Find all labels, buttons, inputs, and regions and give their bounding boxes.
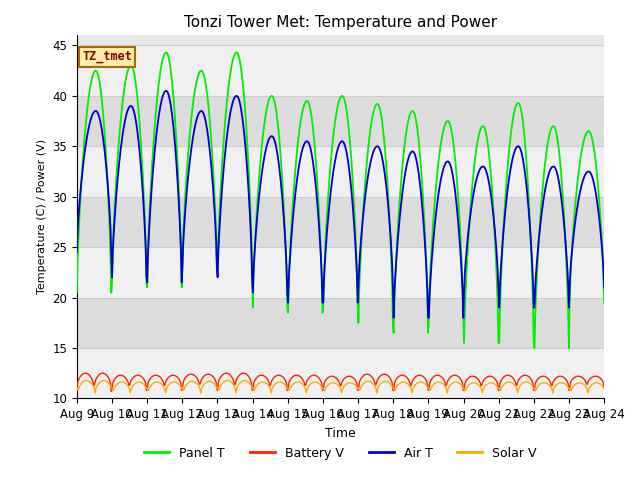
Bar (77, 298, 604, 348)
Bar (77, 197, 604, 247)
Bar (77, 96, 604, 146)
Legend: Panel T, Battery V, Air T, Solar V: Panel T, Battery V, Air T, Solar V (139, 442, 542, 465)
Text: TZ_tmet: TZ_tmet (82, 50, 132, 63)
Bar (77, 247, 604, 298)
Bar (77, 146, 604, 197)
Title: Tonzi Tower Met: Temperature and Power: Tonzi Tower Met: Temperature and Power (184, 15, 497, 30)
Y-axis label: Temperature (C) / Power (V): Temperature (C) / Power (V) (36, 139, 47, 294)
Bar (77, 348, 604, 398)
X-axis label: Time: Time (325, 427, 356, 440)
Bar (77, 46, 604, 96)
